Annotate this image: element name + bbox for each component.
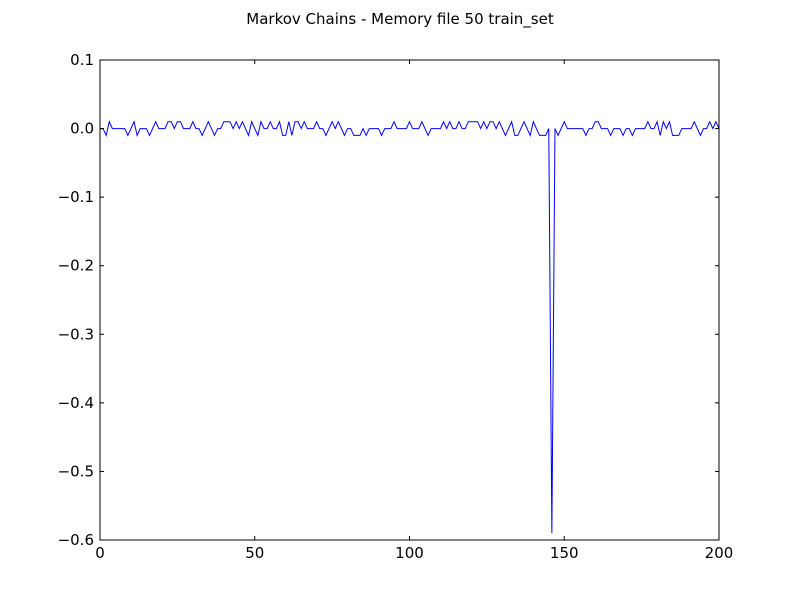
x-tick-label: 50: [245, 544, 264, 562]
y-tick-label: −0.4: [58, 394, 94, 412]
series-layer: [100, 120, 720, 534]
chart-title: Markov Chains - Memory file 50 train_set: [246, 10, 554, 28]
x-tick-label: 0: [95, 544, 105, 562]
y-tick-label: −0.2: [58, 257, 94, 275]
x-tick-label: 100: [395, 544, 424, 562]
y-tick-label: −0.6: [58, 531, 94, 549]
x-tick-label: 150: [550, 544, 579, 562]
y-tick-label: 0.0: [70, 120, 94, 138]
y-tick-label: −0.5: [58, 462, 94, 480]
plot-frame: [99, 59, 720, 541]
y-tick-label: −0.1: [58, 188, 94, 206]
y-tick-label: −0.3: [58, 325, 94, 343]
y-tick-label: 0.1: [70, 51, 94, 69]
series-line-0: [100, 120, 720, 534]
x-tick-label: 200: [705, 544, 734, 562]
ticks-layer: 0 50 100 150 200 0.1 0.0 −0.1 −0.2 −0.3 −0.4 −0.5 −0…: [58, 51, 734, 562]
